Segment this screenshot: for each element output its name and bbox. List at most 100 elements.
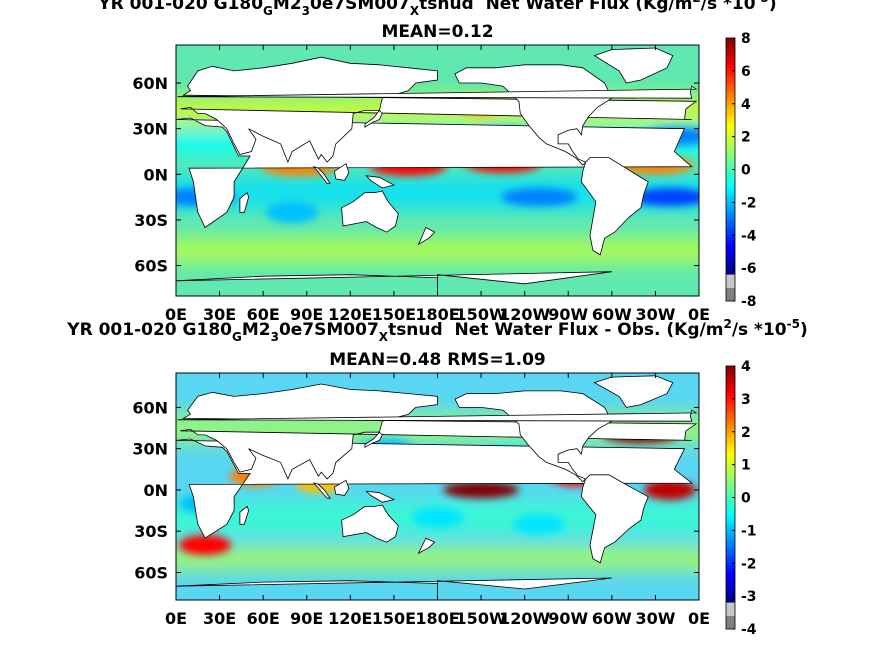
x-tick-label: 0E: [165, 609, 187, 628]
map-panel-2: 60N 30N 0N 30S 60S 0E 30E 60E 90E 120E 150E 180E150…: [0, 372, 710, 628]
colorbar-2: 4 3 2 1 0 -1 -2 -3 -4: [725, 359, 757, 638]
x-tick-label: 60W: [592, 609, 632, 628]
x-tick-label: 120W: [499, 609, 550, 628]
flux-field: [0, 373, 699, 614]
colorbar-tick-label: 0: [741, 491, 751, 507]
colorbar-tick-label: -2: [741, 556, 757, 572]
x-tick-label: 120W: [499, 305, 550, 324]
continent: [58, 158, 125, 255]
continent: [176, 577, 612, 600]
colorbar-under-dark: [726, 287, 735, 301]
y-tick-label: 60N: [132, 74, 168, 93]
top-panel-mean: MEAN=0.12: [381, 22, 494, 42]
y-tick-label: 30N: [132, 120, 168, 139]
continent: [364, 109, 383, 128]
continent: [365, 490, 396, 503]
land-masses: [0, 47, 698, 312]
colorbar-tick-label: 3: [741, 392, 751, 408]
continent: [580, 474, 649, 564]
flux-feature: [501, 188, 578, 207]
continent: [180, 383, 698, 480]
flux-feature: [443, 481, 520, 499]
flux-feature: [411, 507, 464, 528]
y-tick-label: 30S: [134, 211, 168, 230]
continent: [312, 165, 331, 184]
colorbar-tick-label: -3: [741, 589, 757, 605]
y-tick-label: 0N: [143, 481, 168, 500]
x-tick-label: 60W: [592, 305, 632, 324]
y-tick-label: 30N: [132, 440, 168, 459]
colorbar-tick-label: 0: [741, 163, 751, 179]
top-panel-title: YR 001-020 G180GM230e7SM007Xtsnud Net Wa…: [98, 0, 777, 18]
x-tick-label: 150E: [372, 609, 416, 628]
continent: [0, 391, 89, 482]
continent: [417, 537, 436, 555]
map-panel-1: 60N 30N 0N 30S 60S 0E 30E 60E 90E 120E 150E 180E150…: [0, 44, 710, 324]
continent: [180, 56, 698, 164]
colorbar-tick-label: 2: [741, 425, 751, 441]
x-tick-label: 30W: [635, 609, 675, 628]
flux-feature: [266, 201, 319, 224]
bottom-panel-title: YR 001-020 G180GM230e7SM007Xtsnud Net Wa…: [67, 317, 808, 344]
continent: [0, 57, 173, 162]
continent: [312, 482, 331, 499]
continent: [454, 64, 613, 166]
x-tick-label: 90W: [548, 609, 588, 628]
x-tick-label: 30E: [203, 305, 236, 324]
continent: [239, 191, 250, 213]
colorbar-under-light: [726, 602, 735, 616]
flux-field: [0, 45, 699, 312]
continent: [177, 409, 698, 422]
continent: [364, 431, 383, 448]
x-tick-label: 150W: [456, 609, 507, 628]
colorbar-gradient: [726, 38, 735, 275]
flux-band: [176, 547, 699, 570]
y-tick-label: 30S: [134, 522, 168, 541]
continent: [417, 226, 436, 246]
continent: [333, 163, 350, 181]
colorbar-tick-label: -4: [741, 622, 757, 638]
colorbar-tick-label: -4: [741, 228, 757, 244]
continent: [58, 475, 125, 563]
continent: [176, 271, 612, 296]
x-tick-label: 30E: [203, 609, 236, 628]
continent: [0, 65, 89, 165]
colorbar-gradient: [726, 366, 735, 603]
colorbar-tick-label: 6: [741, 64, 751, 80]
continent: [0, 272, 89, 312]
continent: [0, 578, 89, 614]
colorbar-under-light: [726, 274, 735, 288]
flux-feature: [631, 188, 699, 207]
colorbar-1: 8 6 4 2 0 -2 -4 -6 -8: [725, 31, 757, 310]
x-tick-label: 0E: [165, 305, 187, 324]
x-tick-label: 180E: [415, 609, 459, 628]
x-tick-label: 150E: [372, 305, 416, 324]
continent: [177, 85, 698, 99]
x-tick-label: 150W: [456, 305, 507, 324]
x-tick-label: 30W: [635, 305, 675, 324]
x-tick-label: 120E: [328, 305, 372, 324]
continent: [341, 190, 399, 233]
colorbar-tick-label: 2: [741, 130, 751, 146]
x-tick-label: 90E: [290, 305, 323, 324]
colorbar-tick-label: 1: [741, 458, 751, 474]
flux-feature: [513, 514, 566, 535]
colorbar-tick-label: -8: [741, 294, 757, 310]
flux-feature: [643, 479, 696, 500]
colorbar-tick-label: -2: [741, 195, 757, 211]
x-tick-label: 120E: [328, 609, 372, 628]
y-tick-label: 60N: [132, 398, 168, 417]
flux-band: [176, 238, 699, 263]
x-tick-label: 60E: [247, 305, 280, 324]
flux-feature: [179, 535, 232, 555]
continent: [341, 504, 399, 543]
x-tick-label: 0E: [688, 305, 710, 324]
continent: [580, 157, 649, 256]
bottom-panel-mean: MEAN=0.48 RMS=1.09: [329, 350, 546, 370]
colorbar-under-dark: [726, 615, 735, 629]
continent: [239, 505, 250, 525]
y-tick-label: 60S: [134, 257, 168, 276]
colorbar-tick-label: 4: [741, 359, 751, 375]
continent: [454, 390, 613, 483]
